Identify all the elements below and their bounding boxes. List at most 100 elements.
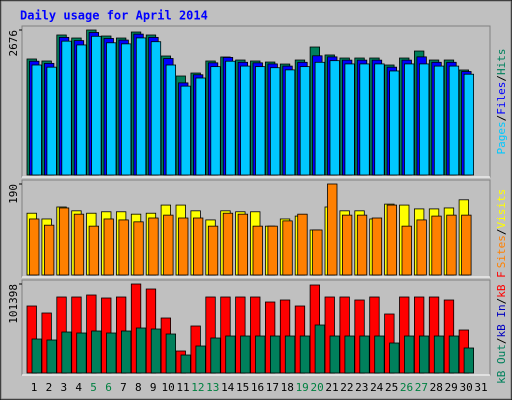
x-tick-label: 6 — [105, 381, 112, 394]
x-tick-label: 17 — [266, 381, 279, 394]
bar — [389, 70, 400, 176]
bar — [448, 335, 460, 374]
bar — [46, 66, 57, 176]
bar — [314, 324, 326, 374]
bar — [446, 214, 457, 276]
legend-entry: kB F — [495, 271, 508, 298]
bar — [327, 183, 338, 276]
legend: Pages/Files/Hits — [495, 49, 508, 155]
bar — [404, 63, 415, 176]
bar — [44, 224, 55, 276]
bar — [240, 65, 251, 176]
bar — [148, 217, 159, 276]
bar — [192, 217, 204, 276]
x-tick-label: 31 — [474, 381, 487, 394]
x-tick-label: 30 — [459, 381, 472, 394]
bar — [31, 64, 42, 176]
x-tick-label: 9 — [150, 381, 157, 394]
bar — [61, 331, 72, 374]
legend-entry: Sites — [495, 235, 508, 268]
bar — [165, 333, 177, 374]
bar — [31, 338, 42, 374]
bar — [416, 219, 427, 276]
bar — [121, 330, 132, 374]
legend-entry: kB Out — [495, 344, 508, 384]
bar — [448, 65, 460, 176]
legend-separator: / — [495, 115, 508, 122]
bar — [433, 65, 445, 176]
bar — [180, 354, 191, 374]
bar — [297, 213, 308, 276]
chart-title: Daily usage for April 2014 — [20, 9, 208, 23]
bar — [103, 218, 114, 276]
y-tick-label: 101398 — [7, 284, 20, 324]
bar — [178, 217, 189, 276]
bar — [252, 225, 263, 276]
bar — [418, 335, 430, 374]
bar — [371, 217, 383, 276]
legend-entry: kB In — [495, 304, 508, 337]
x-tick-label: 10 — [161, 381, 174, 394]
bar — [401, 225, 412, 276]
bar — [433, 335, 445, 374]
x-tick-label: 19 — [296, 381, 309, 394]
bar — [225, 60, 236, 176]
x-tick-label: 13 — [206, 381, 219, 394]
x-tick-label: 28 — [430, 381, 443, 394]
legend-separator: / — [495, 229, 508, 236]
x-tick-label: 27 — [415, 381, 428, 394]
bar — [73, 213, 85, 276]
bar — [195, 77, 206, 176]
y-tick-label: 2676 — [7, 30, 20, 57]
bar — [135, 37, 147, 176]
x-tick-label: 8 — [135, 381, 142, 394]
y-tick-label: 190 — [7, 184, 20, 204]
x-tick-label: 18 — [281, 381, 294, 394]
bar — [374, 63, 385, 176]
bar — [255, 335, 266, 374]
bar — [374, 335, 385, 374]
bar — [165, 64, 177, 176]
bar — [133, 221, 144, 276]
bar — [163, 214, 174, 276]
bar — [344, 335, 355, 374]
bar — [329, 335, 340, 374]
x-tick-label: 22 — [340, 381, 353, 394]
x-tick-label: 21 — [325, 381, 338, 394]
legend: Sites/Visits — [495, 189, 508, 269]
legend-entry: Visits — [495, 189, 508, 229]
bar — [76, 332, 87, 374]
legend-entry: Files — [495, 82, 508, 115]
bar — [91, 330, 102, 374]
bar — [237, 213, 249, 276]
bar — [76, 44, 87, 176]
bar — [61, 40, 72, 176]
legend-separator: / — [495, 337, 508, 344]
bar — [356, 214, 368, 276]
bar — [284, 69, 296, 176]
x-tick-label: 25 — [385, 381, 398, 394]
bar — [118, 219, 129, 276]
bar — [312, 229, 323, 276]
bar — [240, 335, 251, 374]
x-tick-label: 16 — [251, 381, 264, 394]
x-tick-label: 23 — [355, 381, 368, 394]
bar — [58, 207, 70, 276]
bar — [150, 41, 162, 176]
bar — [463, 73, 475, 176]
legend: kB Out/kB In/kB F — [495, 271, 508, 384]
legend-separator: / — [495, 75, 508, 82]
bar — [341, 214, 353, 276]
bar — [88, 225, 99, 276]
bar — [299, 66, 311, 176]
bar — [180, 85, 191, 176]
bar — [121, 43, 132, 176]
bar — [207, 225, 219, 276]
bar — [150, 328, 162, 374]
x-tick-label: 11 — [176, 381, 189, 394]
x-tick-label: 5 — [90, 381, 97, 394]
bar — [344, 63, 355, 176]
legend-entry: Pages — [495, 121, 508, 154]
legend-entry: Hits — [495, 49, 508, 76]
